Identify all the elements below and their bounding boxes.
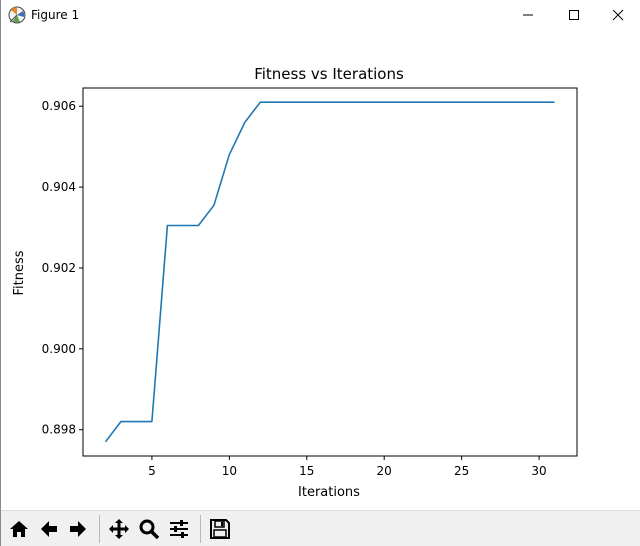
y-axis: 0.898 0.900 0.902 0.904 0.906 bbox=[42, 99, 83, 437]
plot-canvas[interactable]: Fitness vs Iterations 5 10 15 20 25 30 0.898 0… bbox=[1, 30, 640, 510]
toolbar-separator bbox=[200, 515, 201, 543]
home-button[interactable] bbox=[6, 516, 32, 542]
configure-subplots-icon bbox=[170, 520, 188, 538]
x-tick-label: 30 bbox=[531, 464, 546, 478]
matplotlib-app-icon bbox=[8, 6, 26, 24]
x-tick-label: 20 bbox=[377, 464, 392, 478]
forward-button[interactable] bbox=[65, 516, 91, 542]
y-tick-label: 0.900 bbox=[42, 342, 76, 356]
home-icon bbox=[10, 521, 28, 537]
zoom-button[interactable] bbox=[136, 516, 162, 542]
series-layer bbox=[104, 101, 555, 443]
y-tick-label: 0.898 bbox=[42, 423, 76, 437]
maximize-button[interactable] bbox=[551, 0, 597, 30]
y-tick-label: 0.906 bbox=[42, 99, 76, 113]
maximize-icon bbox=[569, 10, 579, 20]
title-bar[interactable]: Figure 1 bbox=[1, 0, 640, 30]
x-tick-label: 15 bbox=[299, 464, 314, 478]
close-icon bbox=[612, 9, 624, 21]
save-icon bbox=[210, 519, 230, 539]
x-tick-label: 5 bbox=[148, 464, 156, 478]
plot-frame bbox=[82, 87, 578, 457]
window-title: Figure 1 bbox=[31, 8, 80, 22]
pan-button[interactable] bbox=[106, 516, 132, 542]
y-tick-label: 0.904 bbox=[42, 180, 76, 194]
chart-title: Fitness vs Iterations bbox=[254, 65, 404, 83]
back-icon bbox=[41, 521, 57, 537]
configure-subplots-button[interactable] bbox=[166, 516, 192, 542]
x-axis: 5 10 15 20 25 30 bbox=[148, 456, 547, 478]
line-chart: Fitness vs Iterations 5 10 15 20 25 30 0.8980… bbox=[12, 65, 578, 500]
zoom-icon bbox=[139, 519, 160, 540]
x-tick-label: 25 bbox=[454, 464, 469, 478]
minimize-button[interactable] bbox=[505, 0, 551, 30]
y-axis-label: Fitness bbox=[12, 250, 27, 295]
save-button[interactable] bbox=[207, 516, 233, 542]
forward-icon bbox=[70, 521, 86, 537]
x-axis-label: Iterations bbox=[298, 485, 360, 500]
x-tick-label: 10 bbox=[222, 464, 237, 478]
y-tick-label: 0.902 bbox=[42, 261, 76, 275]
pan-icon bbox=[109, 519, 129, 539]
fitness-series-line bbox=[104, 101, 555, 443]
navigation-toolbar bbox=[1, 510, 640, 546]
back-button[interactable] bbox=[36, 516, 62, 542]
toolbar-separator bbox=[99, 515, 100, 543]
minimize-icon bbox=[523, 14, 533, 16]
close-button[interactable] bbox=[595, 0, 640, 30]
